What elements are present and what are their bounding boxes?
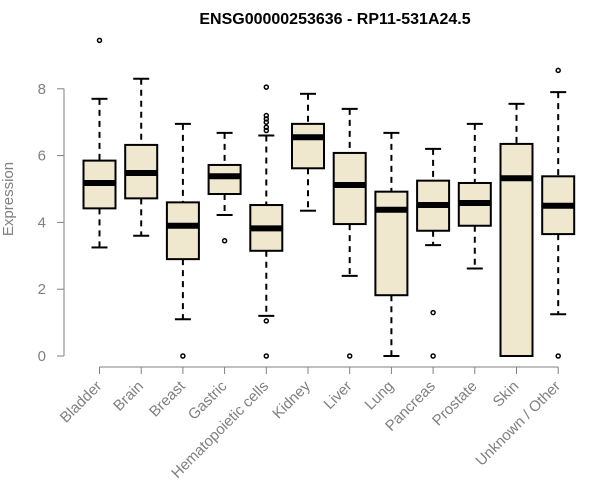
- outlier-unknown-other-1: [555, 67, 561, 74]
- x-label-breast: Breast: [146, 377, 189, 420]
- outlier-hematopoietic-cells-6: [263, 112, 270, 119]
- x-label-skin: Skin: [490, 378, 523, 411]
- outlier-bladder-0: [96, 37, 103, 44]
- outlier-hematopoietic-cells-7: [263, 84, 270, 90]
- x-label-prostate: Prostate: [429, 378, 481, 430]
- y-tick-label-8: 8: [38, 81, 46, 98]
- x-label-liver: Liver: [321, 378, 356, 413]
- box-liver: [332, 151, 367, 226]
- y-tick-label-6: 6: [38, 148, 46, 165]
- x-label-brain: Brain: [110, 378, 147, 415]
- outlier-breast-0: [180, 353, 186, 359]
- y-tick-label-0: 0: [38, 348, 46, 365]
- outlier-hematopoietic-cells-1: [263, 318, 270, 324]
- outlier-gastric-0: [221, 238, 228, 244]
- x-label-lung: Lung: [362, 378, 398, 414]
- outlier-pancreas-1: [430, 309, 436, 316]
- outlier-unknown-other-0: [555, 353, 561, 359]
- x-label-kidney: Kidney: [269, 377, 314, 422]
- chart-title: ENSG00000253636 - RP11-531A24.5: [199, 11, 470, 28]
- y-tick-label-4: 4: [38, 214, 46, 231]
- outlier-hematopoietic-cells-3: [263, 124, 270, 130]
- box-breast: [165, 201, 200, 261]
- outlier-liver-0: [346, 353, 353, 359]
- y-axis-label: Expression: [0, 162, 17, 236]
- box-kidney: [291, 122, 325, 170]
- box-gastric: [207, 163, 242, 196]
- x-label-bladder: Bladder: [57, 378, 106, 427]
- y-tick-label-2: 2: [38, 281, 46, 298]
- outlier-pancreas-0: [430, 353, 436, 359]
- outlier-hematopoietic-cells-0: [263, 353, 270, 359]
